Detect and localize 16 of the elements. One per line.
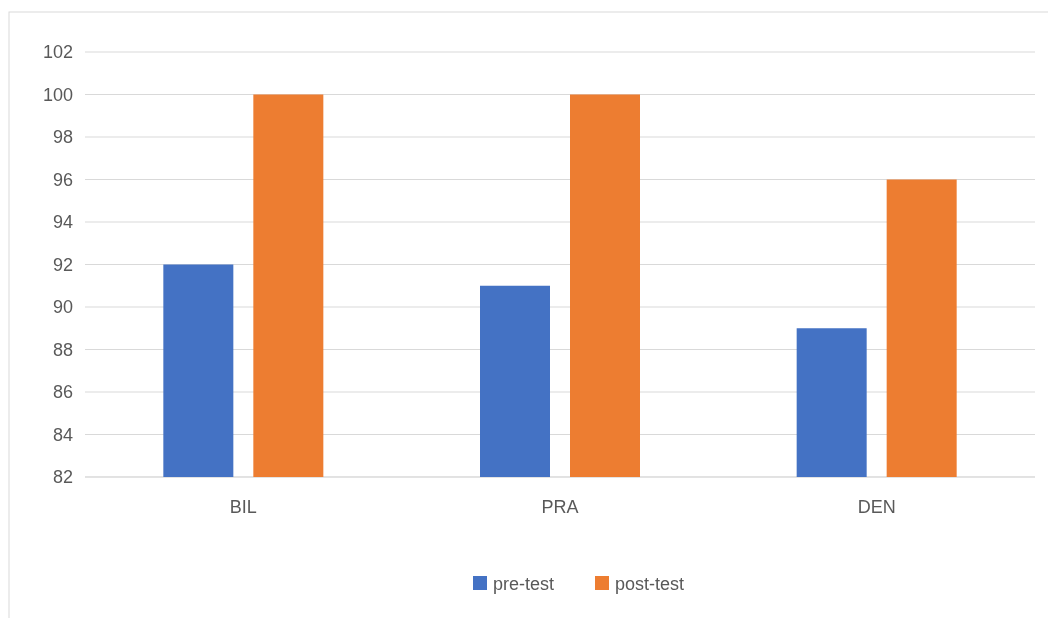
x-tick-label: PRA (541, 497, 579, 518)
y-tick-label: 102 (42, 42, 73, 63)
x-tick-label: BIL (229, 497, 257, 518)
y-tick-label: 94 (52, 212, 73, 233)
y-tick-label: 96 (52, 169, 73, 190)
y-tick-label: 98 (52, 127, 73, 148)
y-tick-label: 86 (52, 382, 73, 403)
y-tick-label: 82 (52, 467, 73, 488)
legend-label: pre-test (493, 574, 555, 595)
y-tick-label: 92 (52, 254, 73, 275)
y-tick-label: 88 (52, 339, 73, 360)
y-tick-label: 90 (52, 297, 73, 318)
x-tick-label: DEN (857, 497, 896, 518)
y-tick-label: 100 (42, 84, 73, 105)
y-tick-label: 84 (52, 424, 73, 445)
legend-label: post-test (615, 574, 685, 595)
